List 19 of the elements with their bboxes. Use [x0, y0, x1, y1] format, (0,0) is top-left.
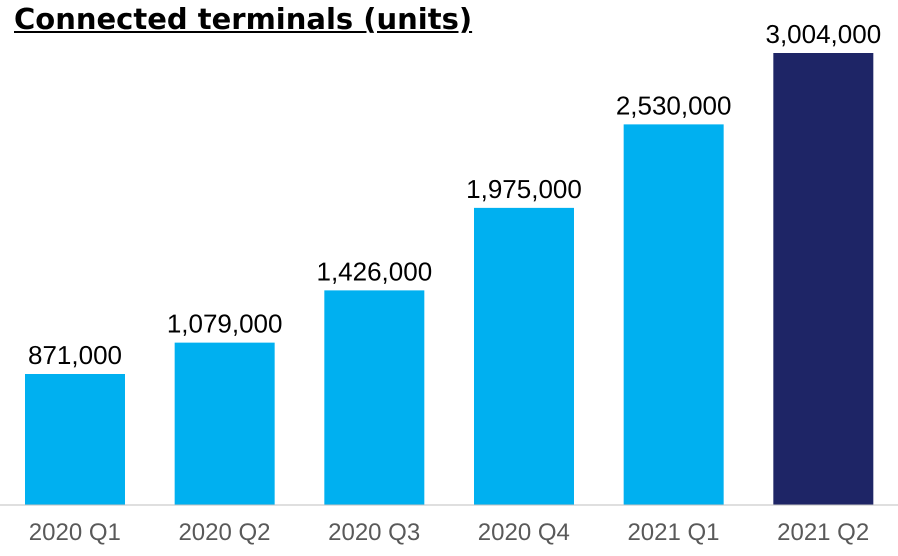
bar [174, 342, 275, 505]
bar [773, 53, 874, 505]
chart-title: Connected terminals (units) [14, 2, 472, 36]
data-label: 1,079,000 [166, 308, 282, 339]
data-label: 1,975,000 [466, 174, 582, 204]
data-label: 2,530,000 [616, 90, 732, 120]
data-label: 871,000 [28, 340, 122, 370]
x-tick-label: 2021 Q2 [777, 519, 870, 546]
bar [624, 124, 724, 505]
x-tick-label: 2020 Q4 [478, 519, 570, 546]
data-label: 3,004,000 [765, 19, 882, 49]
bar [324, 290, 424, 505]
bar [24, 374, 125, 505]
x-tick-label: 2021 Q1 [627, 519, 720, 546]
x-tick-label: 2020 Q2 [178, 519, 271, 546]
x-tick-label: 2020 Q1 [28, 519, 121, 546]
data-label: 1,426,000 [316, 256, 432, 286]
x-tick-label: 2020 Q3 [328, 519, 420, 546]
bar [474, 208, 574, 505]
